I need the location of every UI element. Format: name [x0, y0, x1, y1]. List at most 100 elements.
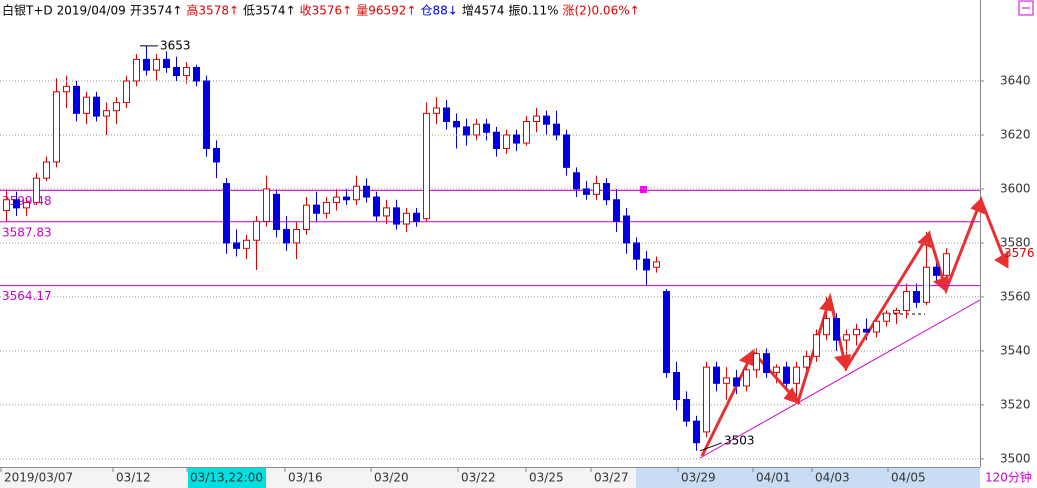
candle-body [43, 161, 50, 179]
candle-body [403, 212, 410, 225]
candle-body [493, 131, 500, 149]
y-tick-label: 3560 [1000, 289, 1031, 303]
candle-body [373, 196, 380, 217]
candle-body [193, 66, 200, 82]
candle-body [763, 353, 770, 374]
candle-body [233, 242, 240, 249]
candle-body [83, 96, 90, 114]
arrow-head [819, 294, 836, 312]
x-tick-label: 03/12 [116, 471, 151, 485]
header-item: 收3576↑ [300, 4, 353, 18]
period-label: 120分钟 [985, 470, 1032, 485]
candle-body [73, 85, 80, 114]
candle-body [883, 312, 890, 322]
candle-body [923, 266, 930, 303]
candle-body [773, 366, 780, 374]
last-price: 3576 [1004, 246, 1035, 260]
candle-body [843, 334, 850, 341]
candle-body [343, 196, 350, 201]
candle-body [803, 355, 810, 368]
candle-body [3, 199, 10, 212]
x-tick-label: 03/16 [288, 471, 323, 485]
candle-body [683, 399, 690, 422]
candle-body [243, 239, 250, 249]
candle-body [213, 147, 220, 163]
candle-body [483, 123, 490, 133]
candle-body [853, 328, 860, 336]
candle-body [293, 228, 300, 244]
candle-body [713, 366, 720, 384]
candle-body [283, 228, 290, 244]
x-tick-label: 03/25 [529, 471, 564, 485]
candle-body [33, 177, 40, 203]
candle-body [133, 58, 140, 82]
candle-body [473, 123, 480, 136]
candle-body [393, 207, 400, 225]
header-item: 量96592↑ [356, 4, 416, 18]
candle-body [813, 334, 820, 357]
candle-body [593, 183, 600, 195]
candle-body [783, 366, 790, 384]
x-tick-label: 04/03 [815, 471, 850, 485]
x-axis-highlight [636, 467, 980, 488]
candle-body [203, 80, 210, 149]
candle-body [643, 258, 650, 271]
candle-body [503, 134, 510, 149]
candle-body [603, 183, 610, 201]
low-leader [699, 442, 723, 452]
candle-body [433, 107, 440, 114]
candle-body [873, 320, 880, 333]
candle-body [623, 215, 630, 244]
y-tick-label: 3620 [1000, 127, 1031, 141]
candle-body [153, 58, 160, 71]
candle-body [53, 91, 60, 163]
candle-body [303, 204, 310, 230]
arrow-head [783, 387, 801, 405]
candle-body [463, 126, 470, 136]
candle-body [583, 188, 590, 195]
candle-body [413, 212, 420, 222]
candle-body [673, 372, 680, 401]
candle-body [723, 377, 730, 384]
candle-body [63, 85, 70, 93]
candle-body [563, 134, 570, 168]
candle-body [13, 199, 20, 209]
candle-body [323, 201, 330, 214]
settings-icon[interactable] [1018, 0, 1034, 16]
candle-body [23, 201, 30, 209]
x-tick-label: 04/05 [891, 471, 926, 485]
candle-body [543, 115, 550, 125]
header-item: 2019/04/09 [57, 4, 126, 18]
candle-body [533, 115, 540, 122]
candle-body [823, 318, 830, 336]
x-tick-label: 03/29 [681, 471, 716, 485]
candle-body [943, 253, 950, 276]
candle-body [93, 96, 100, 117]
x-tick-label: 03/20 [374, 471, 409, 485]
candle-body [753, 353, 760, 371]
candle-body [703, 366, 710, 433]
high-label: 3653 [160, 38, 191, 52]
candle-body [793, 366, 800, 384]
candle-body [173, 66, 180, 77]
candle-body [743, 369, 750, 387]
candle-body [513, 134, 520, 144]
y-tick-label: 3600 [1000, 181, 1031, 195]
candle-body [273, 193, 280, 230]
candle-body [613, 199, 620, 222]
candle-body [363, 185, 370, 198]
candle-body [653, 261, 660, 268]
candle-body [313, 204, 320, 214]
candle-body [333, 196, 340, 203]
arrow-head [994, 251, 1009, 269]
candle-body [103, 110, 110, 117]
candle-body [863, 328, 870, 333]
candle-body [353, 185, 360, 201]
trend-line [699, 299, 981, 459]
candle-body [833, 318, 840, 341]
x-tick-label: 03/22 [461, 471, 496, 485]
header-item: 低3574↑ [243, 4, 296, 18]
low-label: 3503 [724, 433, 755, 447]
x-tick-label: 2019/03/07 [4, 471, 73, 485]
